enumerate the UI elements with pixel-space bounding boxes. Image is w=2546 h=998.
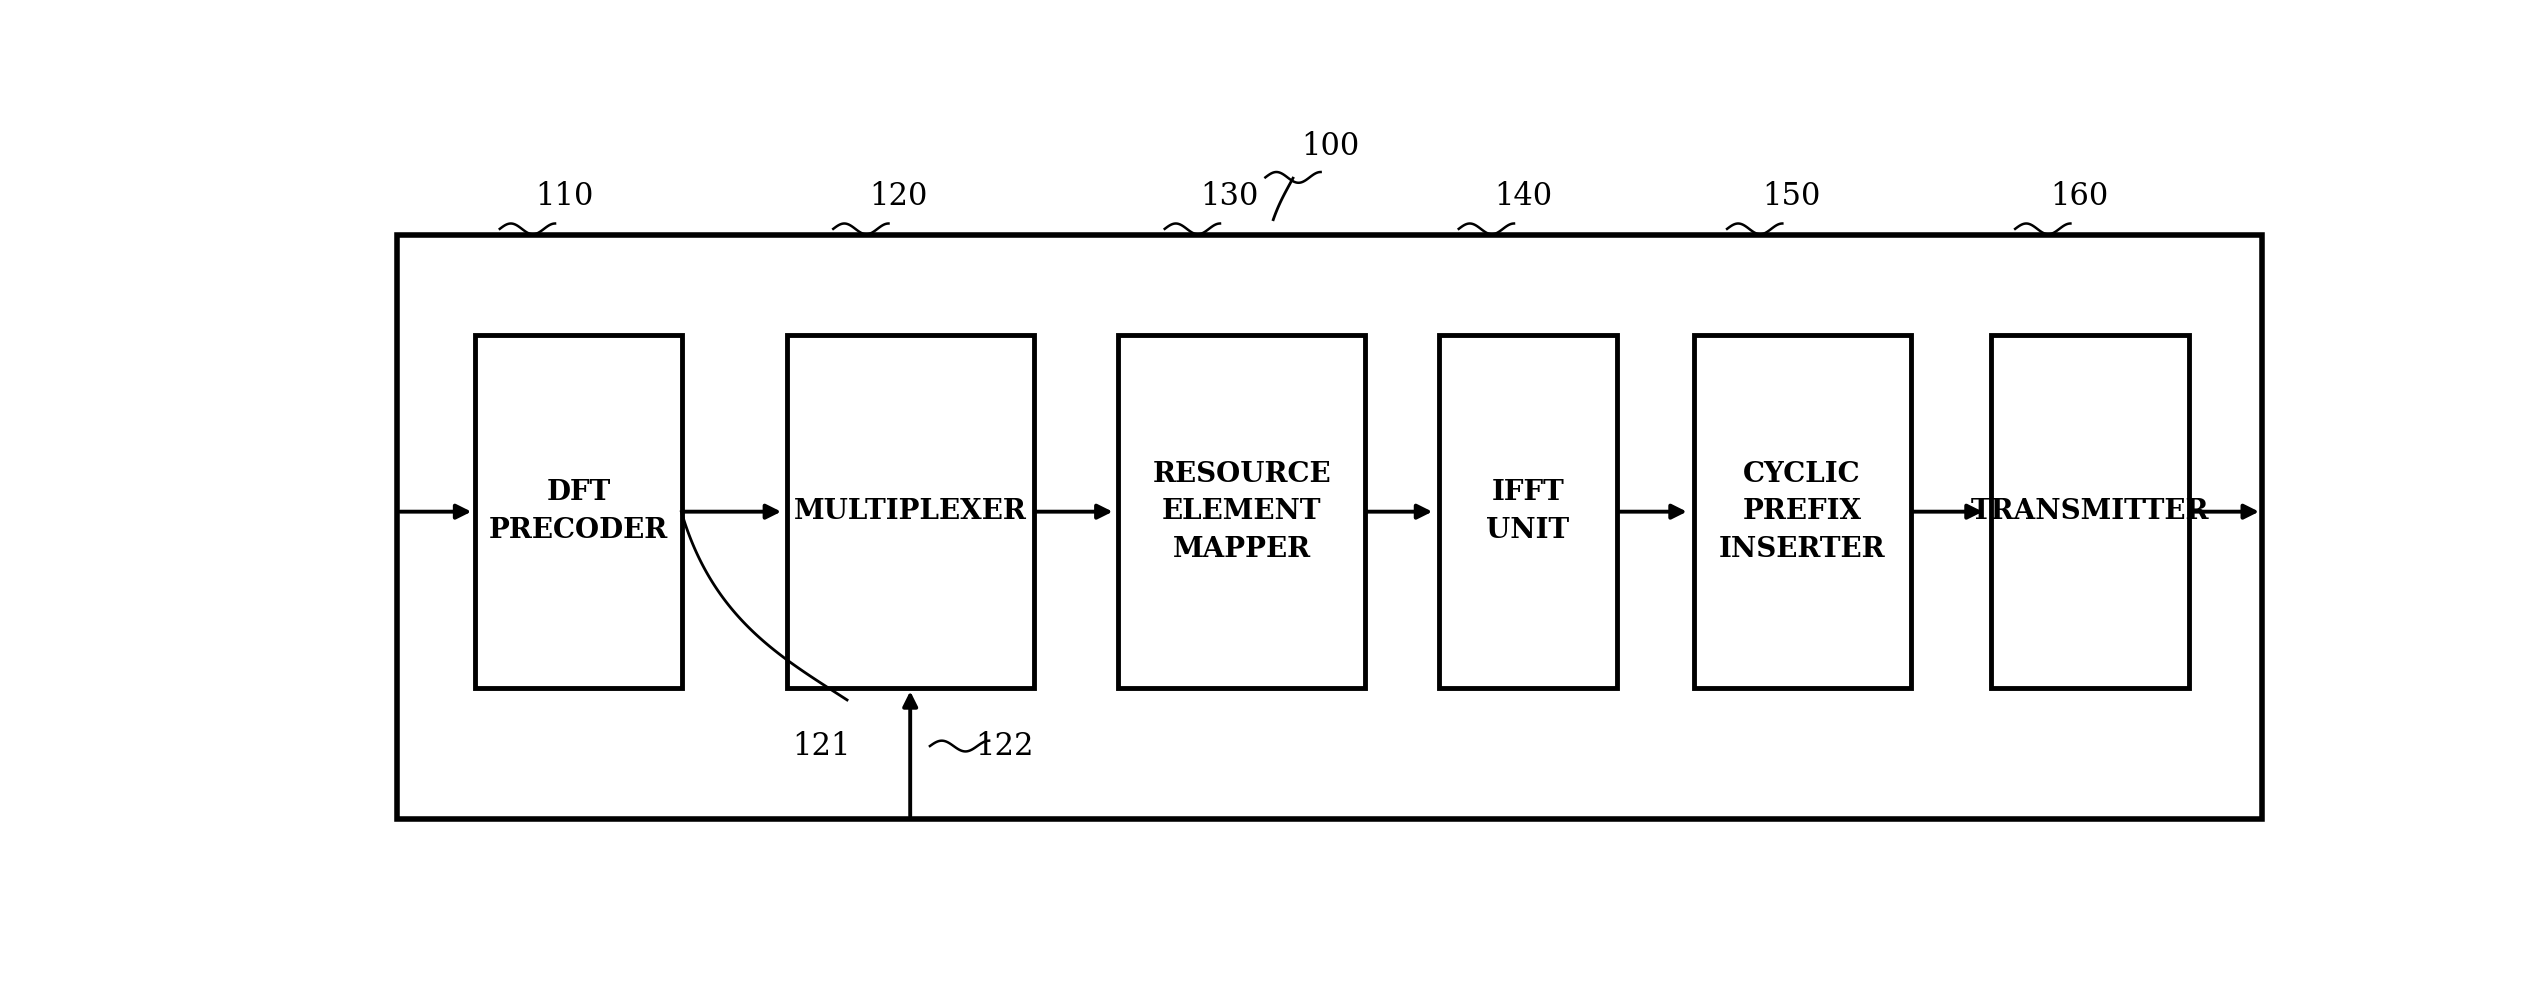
Text: 121: 121: [792, 731, 850, 761]
Text: 110: 110: [535, 181, 593, 212]
Bar: [476, 335, 682, 689]
Text: 120: 120: [868, 181, 927, 212]
Text: 100: 100: [1301, 131, 1360, 162]
Text: DFT
PRECODER: DFT PRECODER: [489, 479, 670, 544]
Text: CYCLIC
PREFIX
INSERTER: CYCLIC PREFIX INSERTER: [1719, 461, 1887, 563]
Text: 140: 140: [1495, 181, 1553, 212]
Bar: [397, 236, 2261, 819]
Text: IFFT
UNIT: IFFT UNIT: [1487, 479, 1568, 544]
Text: 150: 150: [1762, 181, 1820, 212]
Bar: [1991, 335, 2190, 689]
Bar: [1693, 335, 1910, 689]
Bar: [1118, 335, 1365, 689]
Text: 130: 130: [1199, 181, 1258, 212]
Text: RESOURCE
ELEMENT
MAPPER: RESOURCE ELEMENT MAPPER: [1153, 461, 1332, 563]
Text: 160: 160: [2050, 181, 2108, 212]
Bar: [1438, 335, 1617, 689]
Bar: [787, 335, 1034, 689]
Text: 122: 122: [975, 731, 1034, 761]
Text: MULTIPLEXER: MULTIPLEXER: [794, 498, 1026, 525]
Text: TRANSMITTER: TRANSMITTER: [1971, 498, 2210, 525]
